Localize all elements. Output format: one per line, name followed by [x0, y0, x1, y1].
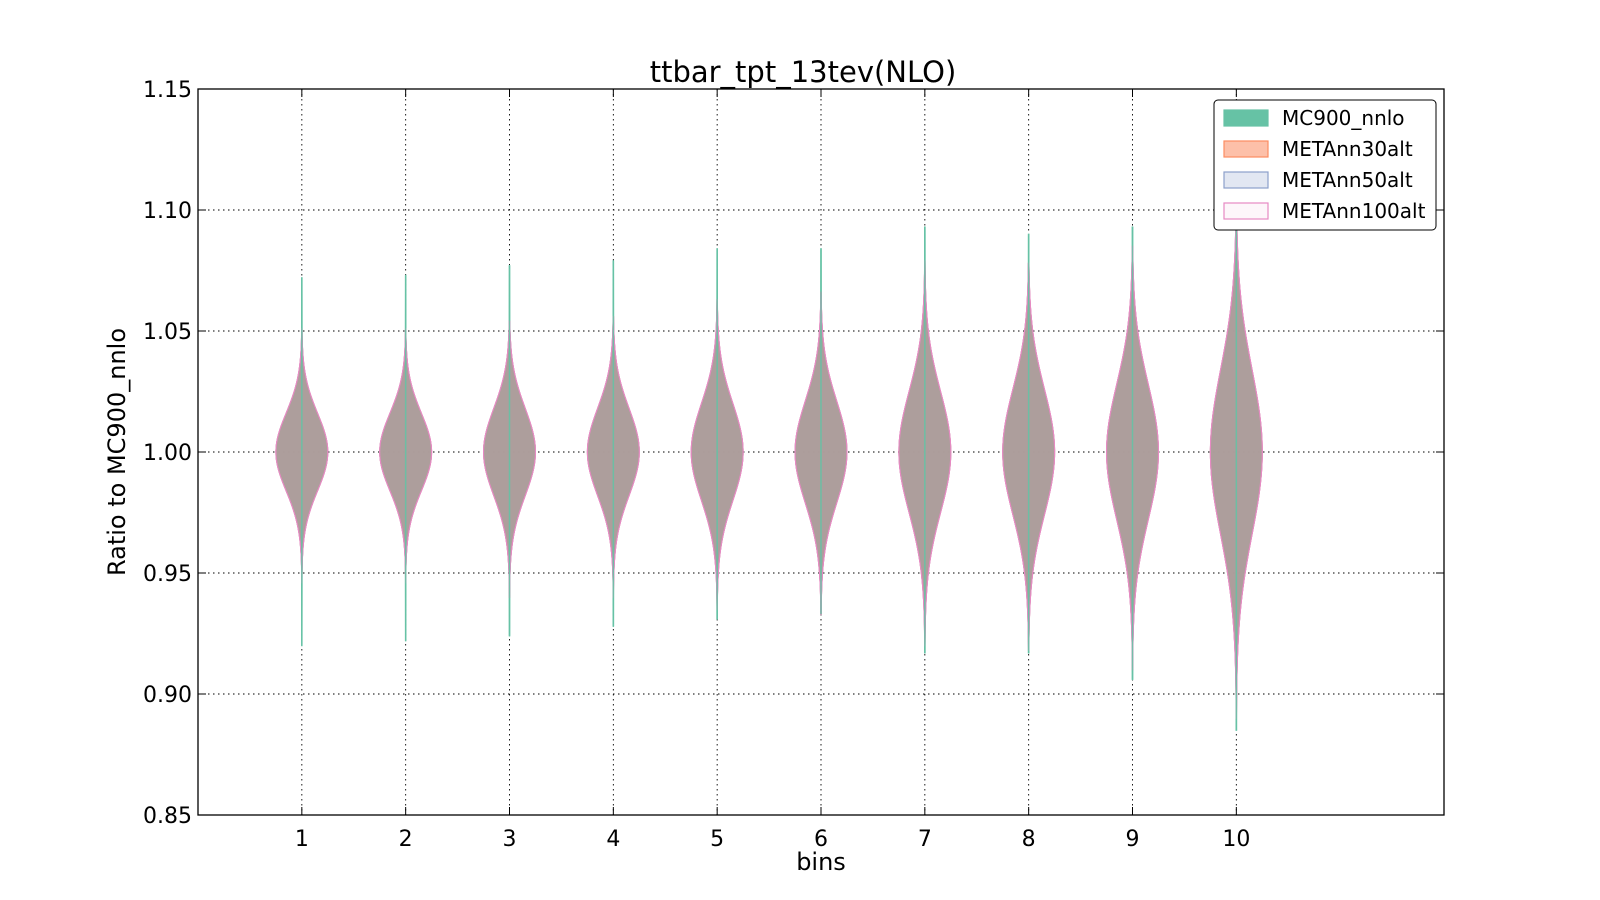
y-axis-ticks: 0.85 0.90 0.95 1.00 1.05 1.10 1.15: [143, 78, 1444, 829]
x-axis-ticks: 1 2 3 4 5 6 7 8 9 10: [295, 89, 1250, 852]
legend-label: MC900_nnlo: [1282, 106, 1405, 130]
x-tick-label: 9: [1126, 827, 1140, 852]
legend-swatch: [1223, 202, 1269, 220]
y-axis-label: Ratio to MC900_nnlo: [103, 328, 131, 576]
legend-label: METAnn50alt: [1282, 168, 1413, 192]
x-tick-label: 6: [814, 827, 828, 852]
chart-title: ttbar_tpt_13tev(NLO): [650, 55, 957, 89]
legend: MC900_nnlo METAnn30alt METAnn50alt METAnn10…: [1213, 99, 1437, 231]
legend-box: [1213, 99, 1437, 231]
legend-swatch: [1223, 140, 1269, 158]
x-tick-label: 7: [918, 827, 932, 852]
y-tick-label: 1.05: [143, 320, 192, 345]
x-tick-label: 3: [503, 827, 517, 852]
x-tick-label: 10: [1222, 827, 1250, 852]
legend-swatch: [1223, 109, 1269, 127]
violins: [275, 185, 1263, 731]
legend-swatch: [1223, 171, 1269, 189]
legend-label: METAnn30alt: [1282, 137, 1413, 161]
y-tick-label: 0.95: [143, 562, 192, 587]
x-tick-label: 4: [606, 827, 620, 852]
legend-label: METAnn100alt: [1282, 199, 1426, 223]
y-tick-label: 1.15: [143, 78, 192, 103]
x-tick-label: 2: [399, 827, 413, 852]
y-tick-label: 0.90: [143, 683, 192, 708]
y-tick-label: 1.10: [143, 199, 192, 224]
x-tick-label: 1: [295, 827, 309, 852]
y-tick-label: 1.00: [143, 441, 192, 466]
x-axis-label: bins: [796, 848, 846, 876]
x-tick-label: 8: [1022, 827, 1036, 852]
y-tick-label: 0.85: [143, 804, 192, 829]
x-tick-label: 5: [710, 827, 724, 852]
